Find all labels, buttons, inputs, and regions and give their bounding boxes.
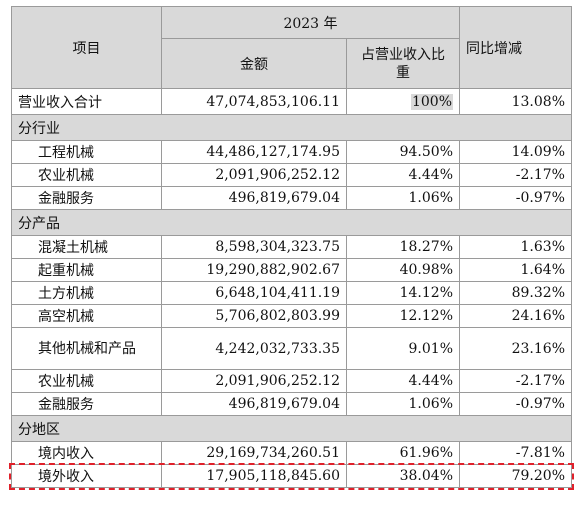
row-amount: 5,706,802,803.99 bbox=[161, 304, 347, 328]
section-title: 分地区 bbox=[11, 415, 572, 442]
row-label: 混凝土机械 bbox=[11, 235, 162, 259]
row-amount: 29,169,734,260.51 bbox=[161, 441, 347, 465]
row-share: 1.06% bbox=[346, 186, 460, 210]
row-share: 12.12% bbox=[346, 304, 460, 328]
table-row: 起重机械 19,290,882,902.67 40.98% 1.64% bbox=[11, 258, 572, 282]
revenue-table: 项目 2023 年 同比增减 金额 占营业收入比重 营业收入合计 47,074,… bbox=[11, 6, 572, 488]
table-row-highlighted: 境外收入 17,905,118,845.60 38.04% 79.20% bbox=[11, 464, 572, 488]
row-share: 9.01% bbox=[346, 327, 460, 370]
row-label: 其他机械和产品 bbox=[11, 327, 162, 370]
row-amount: 8,598,304,323.75 bbox=[161, 235, 347, 259]
row-share: 1.06% bbox=[346, 392, 460, 416]
section-title: 分产品 bbox=[11, 209, 572, 236]
row-label: 工程机械 bbox=[11, 140, 162, 164]
section-header-product: 分产品 bbox=[11, 209, 572, 236]
total-row: 营业收入合计 47,074,853,106.11 100% 13.08% bbox=[11, 88, 572, 115]
row-yoy: 79.20% bbox=[459, 464, 572, 488]
row-yoy: -0.97% bbox=[459, 392, 572, 416]
row-label: 金融服务 bbox=[11, 392, 162, 416]
table-row: 其他机械和产品 4,242,032,733.35 9.01% 23.16% bbox=[11, 327, 572, 370]
total-share: 100% bbox=[410, 93, 453, 110]
table-row: 农业机械 2,091,906,252.12 4.44% -2.17% bbox=[11, 369, 572, 393]
row-amount: 2,091,906,252.12 bbox=[161, 163, 347, 187]
row-yoy: 23.16% bbox=[459, 327, 572, 370]
total-amount: 47,074,853,106.11 bbox=[161, 88, 347, 115]
row-amount: 496,819,679.04 bbox=[161, 186, 347, 210]
section-header-region: 分地区 bbox=[11, 415, 572, 442]
row-label: 境外收入 bbox=[11, 464, 162, 488]
row-label: 起重机械 bbox=[11, 258, 162, 282]
row-label: 农业机械 bbox=[11, 369, 162, 393]
row-share: 38.04% bbox=[346, 464, 460, 488]
header-item: 项目 bbox=[11, 6, 162, 89]
header-share: 占营业收入比重 bbox=[346, 38, 460, 89]
row-share: 40.98% bbox=[346, 258, 460, 282]
table-row: 境内收入 29,169,734,260.51 61.96% -7.81% bbox=[11, 441, 572, 465]
total-label: 营业收入合计 bbox=[11, 88, 162, 115]
row-yoy: -2.17% bbox=[459, 369, 572, 393]
row-amount: 496,819,679.04 bbox=[161, 392, 347, 416]
row-amount: 44,486,127,174.95 bbox=[161, 140, 347, 164]
row-yoy: 24.16% bbox=[459, 304, 572, 328]
row-yoy: 1.64% bbox=[459, 258, 572, 282]
row-label: 土方机械 bbox=[11, 281, 162, 305]
header-year: 2023 年 bbox=[161, 6, 460, 39]
row-label: 境内收入 bbox=[11, 441, 162, 465]
row-share: 61.96% bbox=[346, 441, 460, 465]
row-label: 农业机械 bbox=[11, 163, 162, 187]
total-yoy: 13.08% bbox=[459, 88, 572, 115]
row-amount: 4,242,032,733.35 bbox=[161, 327, 347, 370]
table-row: 农业机械 2,091,906,252.12 4.44% -2.17% bbox=[11, 163, 572, 187]
header-amount: 金额 bbox=[161, 38, 347, 89]
row-amount: 17,905,118,845.60 bbox=[161, 464, 347, 488]
row-label: 金融服务 bbox=[11, 186, 162, 210]
table-row: 金融服务 496,819,679.04 1.06% -0.97% bbox=[11, 186, 572, 210]
row-amount: 19,290,882,902.67 bbox=[161, 258, 347, 282]
row-share: 94.50% bbox=[346, 140, 460, 164]
table-row: 土方机械 6,648,104,411.19 14.12% 89.32% bbox=[11, 281, 572, 305]
table-row: 混凝土机械 8,598,304,323.75 18.27% 1.63% bbox=[11, 235, 572, 259]
section-title: 分行业 bbox=[11, 114, 572, 141]
table-row: 工程机械 44,486,127,174.95 94.50% 14.09% bbox=[11, 140, 572, 164]
table-row: 高空机械 5,706,802,803.99 12.12% 24.16% bbox=[11, 304, 572, 328]
row-yoy: 14.09% bbox=[459, 140, 572, 164]
row-yoy: 1.63% bbox=[459, 235, 572, 259]
row-yoy: -2.17% bbox=[459, 163, 572, 187]
row-label: 高空机械 bbox=[11, 304, 162, 328]
row-share: 18.27% bbox=[346, 235, 460, 259]
section-header-industry: 分行业 bbox=[11, 114, 572, 141]
row-share: 14.12% bbox=[346, 281, 460, 305]
row-yoy: 89.32% bbox=[459, 281, 572, 305]
row-share: 4.44% bbox=[346, 369, 460, 393]
row-amount: 2,091,906,252.12 bbox=[161, 369, 347, 393]
header-yoy: 同比增减 bbox=[459, 6, 572, 89]
table-row: 金融服务 496,819,679.04 1.06% -0.97% bbox=[11, 392, 572, 416]
row-yoy: -0.97% bbox=[459, 186, 572, 210]
row-share: 4.44% bbox=[346, 163, 460, 187]
row-amount: 6,648,104,411.19 bbox=[161, 281, 347, 305]
row-yoy: -7.81% bbox=[459, 441, 572, 465]
